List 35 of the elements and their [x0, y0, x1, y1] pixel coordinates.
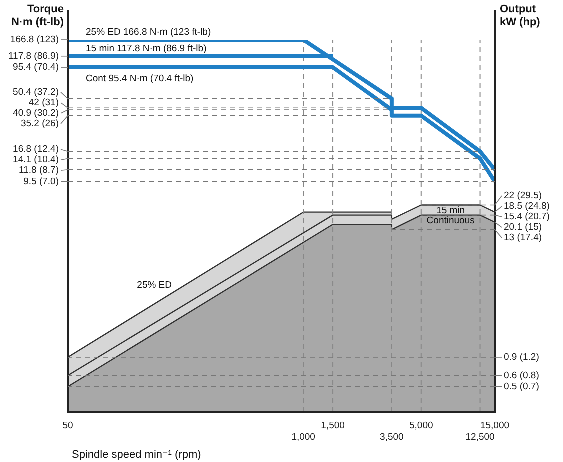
annotation: 11.8 (8.7): [19, 165, 59, 176]
series-label: Cont 95.4 N·m (70.4 ft-lb): [86, 74, 194, 85]
series-label: 15 min: [436, 206, 466, 217]
x-axis-title: Spindle speed min⁻¹ (rpm): [72, 449, 202, 461]
series-label: Continuous: [426, 216, 476, 227]
annotation: 0.6 (0.8): [504, 370, 540, 382]
annotation: 95.4 (70.4): [13, 62, 59, 74]
series-label: 25% ED 166.8 N·m (123 ft-lb): [86, 27, 212, 38]
y2-axis-title: Output kW (hp): [500, 4, 541, 29]
annotation: 50.4 (37.2): [13, 87, 59, 98]
annotation: 0.5 (0.7): [504, 382, 540, 393]
x-tick-label: 1,500: [321, 420, 345, 432]
annotation: 0.9 (1.2): [504, 352, 540, 364]
x-tick-label: 5,000: [409, 420, 434, 432]
annotation: 20.1 (15): [504, 222, 542, 234]
x-tick-label: 3,500: [380, 432, 404, 443]
annotation: 18.5 (24.8): [504, 201, 550, 212]
annotation: 40.9 (30.2): [13, 108, 59, 120]
x-tick-label: 15,000: [480, 420, 510, 432]
annotation: 35.2 (26): [20, 118, 59, 130]
annotation: 15.4 (20.7): [504, 212, 550, 223]
y-axis-title: Torque N·m (ft-lb): [11, 4, 64, 29]
annotation: 22 (29.5): [504, 190, 542, 202]
annotation: 117.8 (86.9): [8, 51, 59, 62]
series-label: 25% ED: [137, 280, 172, 292]
x-tick-label: 1,000: [292, 432, 316, 443]
annotation: 9.5 (7.0): [24, 176, 59, 188]
annotation: 14.1 (10.4): [13, 154, 59, 166]
series-label: 15 min 117.8 N·m (86.9 ft-lb): [86, 43, 207, 54]
annotation: 166.8 (123): [10, 34, 59, 46]
annotation: 13 (17.4): [504, 232, 542, 244]
x-tick-label: 50: [62, 420, 74, 432]
annotation: 16.8 (12.4): [13, 144, 59, 156]
x-tick-label: 12,500: [466, 432, 495, 443]
annotation: 42 (31): [28, 98, 59, 109]
